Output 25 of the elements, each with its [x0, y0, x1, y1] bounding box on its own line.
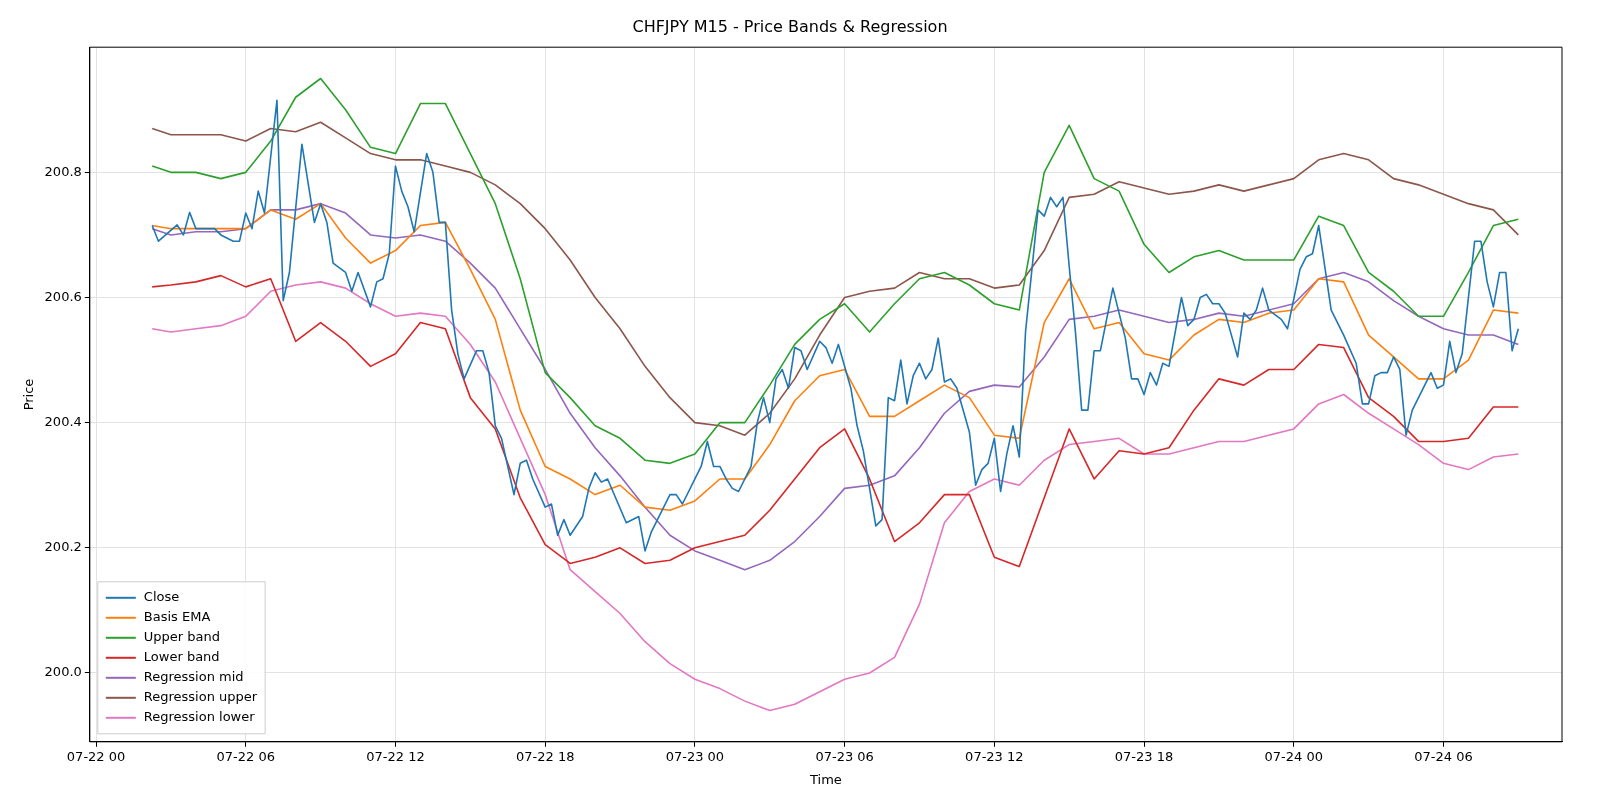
x-tick-label: 07-22 06 — [216, 748, 275, 764]
y-tick-label: 200.8 — [44, 163, 82, 179]
legend-label: Regression mid — [143, 669, 244, 685]
x-tick-label: 07-23 00 — [665, 748, 725, 764]
legend-label: Regression lower — [143, 709, 256, 725]
x-tick-label: 07-23 12 — [965, 748, 1024, 764]
x-tick-label: 07-23 06 — [815, 748, 874, 764]
x-tick-label: 07-22 18 — [515, 748, 575, 764]
legend-label: Upper band — [143, 629, 221, 645]
legend-label: Close — [143, 589, 180, 605]
y-axis-title: Price — [21, 378, 37, 411]
x-axis-title: Time — [808, 771, 842, 787]
y-tick-label: 200.6 — [44, 288, 82, 304]
x-tick-label: 07-22 00 — [66, 748, 126, 764]
legend-label: Lower band — [143, 649, 220, 665]
x-tick-label: 07-24 06 — [1414, 748, 1473, 764]
y-tick-label: 200.2 — [44, 539, 82, 555]
x-tick-label: 07-24 00 — [1264, 748, 1323, 764]
y-tick-label: 200.4 — [44, 414, 82, 430]
y-tick-label: 200.0 — [44, 664, 82, 680]
chart-title: CHFJPY M15 - Price Bands & Regression — [632, 16, 948, 36]
legend-label: Basis EMA — [143, 609, 211, 625]
x-tick-label: 07-22 12 — [366, 748, 425, 764]
legend-label: Regression upper — [143, 689, 258, 705]
x-tick-label: 07-23 18 — [1114, 748, 1174, 764]
